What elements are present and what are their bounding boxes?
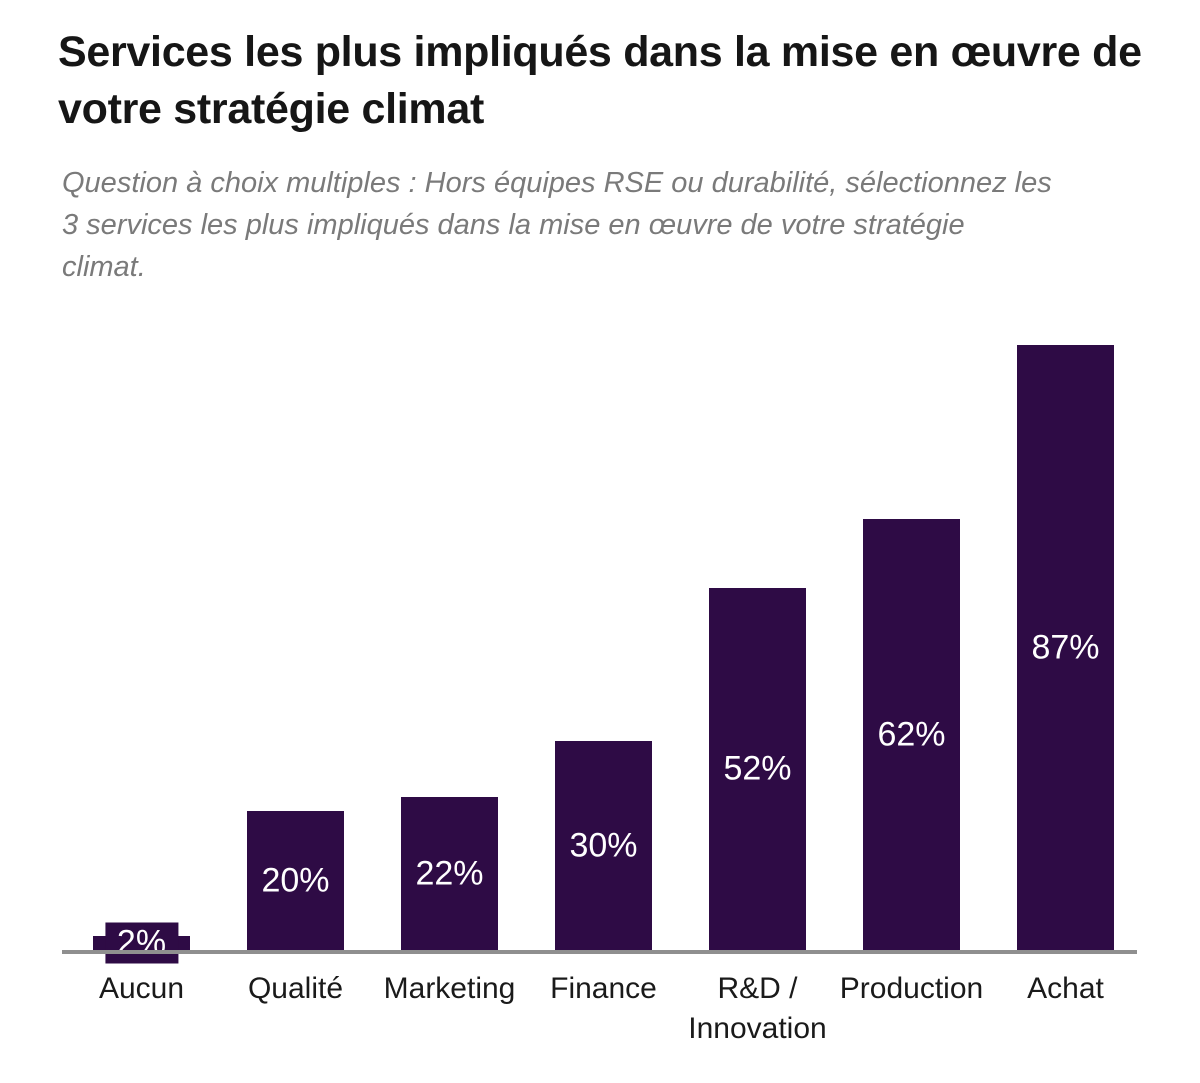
bar: 30% <box>555 741 652 950</box>
x-axis-label: R&D / Innovation <box>688 969 826 1054</box>
bar-value-label: 2% <box>104 922 179 964</box>
bar: 2% <box>93 922 190 964</box>
chart-subtitle: Question à choix multiples : Hors équipe… <box>62 167 1052 283</box>
x-axis-label: Achat <box>1017 969 1114 1054</box>
bars-group: 2% 20% 22% 30% 52% 62% 87% <box>93 345 1114 964</box>
x-axis-label: Production <box>840 969 983 1054</box>
chart-title: Services les plus impliqués dans la mise… <box>58 28 1142 133</box>
bar: 87% <box>1017 345 1114 950</box>
bar-value-label: 87% <box>1031 628 1100 666</box>
x-axis-label-text: Achat <box>1027 972 1104 1005</box>
bar-chart: 2% 20% 22% 30% 52% 62% 87% Aucun Qualité Marketi… <box>62 345 1137 1060</box>
x-axis-label-text: Marketing <box>383 972 516 1005</box>
x-axis-label-text: R&D / Innovation <box>688 972 827 1045</box>
x-axis-label-text: Production <box>839 972 984 1005</box>
x-axis-label-text: Aucun <box>98 972 185 1005</box>
x-axis-label: Aucun <box>93 969 190 1054</box>
bar-value-label: 22% <box>415 854 484 892</box>
x-axis-label: Marketing <box>384 969 516 1054</box>
x-axis-line <box>62 950 1137 954</box>
x-axis-label-text: Finance <box>550 972 657 1005</box>
x-axis-label-text: Qualité <box>247 972 344 1005</box>
bar-value-label: 52% <box>723 749 792 788</box>
bar: 22% <box>401 797 498 950</box>
bar: 20% <box>247 811 344 950</box>
bar-value-label: 20% <box>261 861 330 899</box>
bar: 62% <box>863 519 960 950</box>
bar-value-label: 30% <box>569 826 638 864</box>
x-axis-labels: Aucun Qualité Marketing Finance R&D / Innova… <box>93 969 1114 1054</box>
x-axis-label: Finance <box>550 969 657 1054</box>
x-axis-label: Qualité <box>247 969 344 1054</box>
bar: 52% <box>709 588 806 950</box>
bar-value-label: 62% <box>877 715 946 753</box>
